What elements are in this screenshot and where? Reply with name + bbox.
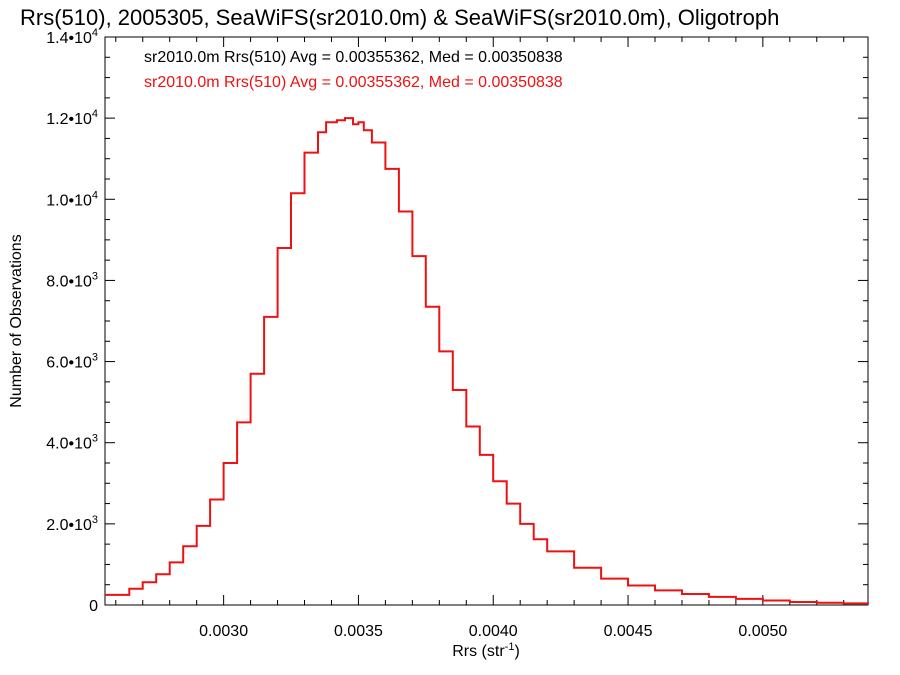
- y-axis-label: Number of Observations: [8, 234, 25, 407]
- chart-title: Rrs(510), 2005305, SeaWiFS(sr2010.0m) & …: [20, 5, 779, 30]
- y-tick-label: 6.0•103: [46, 352, 98, 372]
- x-tick-label: 0.0030: [199, 623, 248, 640]
- plot-frame: [104, 36, 869, 606]
- x-tick-label: 0.0035: [334, 623, 383, 640]
- y-axis: 0 2.0•103 4.0•103 6.0•103 8.0•103 1.0•104 1.2•…: [46, 27, 868, 615]
- x-tick-label: 0.0040: [469, 623, 518, 640]
- x-tick-label: 0.0045: [604, 623, 653, 640]
- legend-entry: sr2010.0m Rrs(510) Avg = 0.00355362, Med…: [144, 74, 563, 91]
- y-tick-label: 1.4•104: [46, 27, 98, 47]
- legend-entry: sr2010.0m Rrs(510) Avg = 0.00355362, Med…: [144, 49, 563, 66]
- y-tick-label: 0: [89, 598, 98, 615]
- y-tick-label: 8.0•103: [46, 270, 98, 290]
- y-tick-label: 1.2•104: [46, 108, 98, 128]
- x-tick-label: 0.0050: [738, 623, 787, 640]
- y-tick-label: 4.0•103: [46, 433, 98, 453]
- x-axis-label: Rrs (str-1): [452, 641, 520, 660]
- series-line: [105, 117, 869, 605]
- y-tick-label: 1.0•104: [46, 189, 98, 209]
- x-axis: 0.0030 0.0035 0.0040 0.0045 0.0050: [115, 37, 845, 640]
- y-tick-label: 2.0•103: [46, 514, 98, 534]
- x-axis-label-superscript: -1: [505, 641, 515, 653]
- legend: sr2010.0m Rrs(510) Avg = 0.00355362, Med…: [144, 49, 563, 91]
